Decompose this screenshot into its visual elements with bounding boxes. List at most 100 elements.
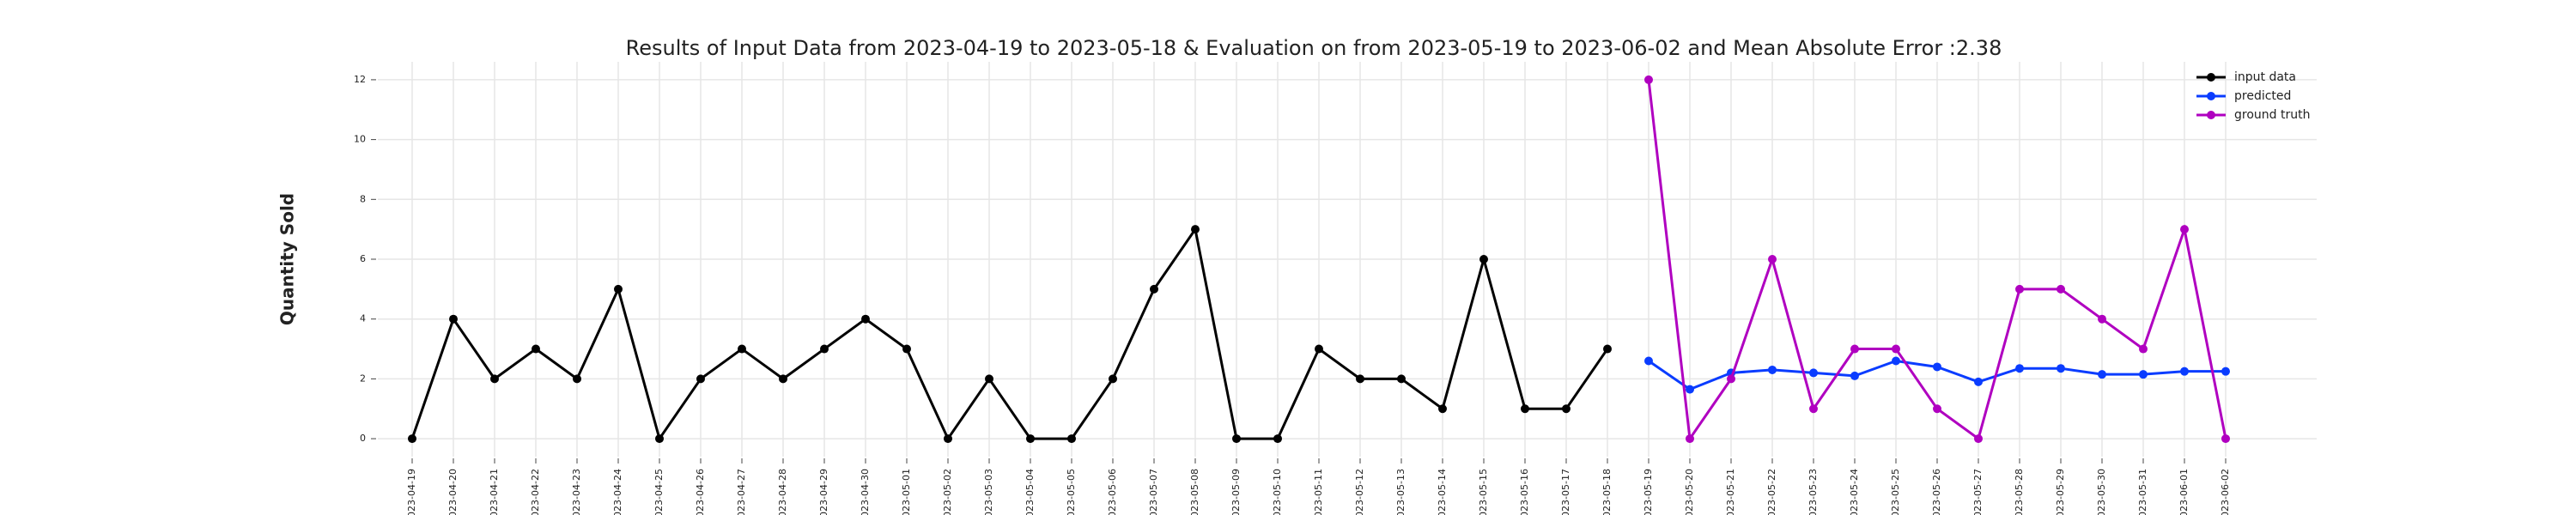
x-tick-label: 2023-05-19 [1643,469,1654,515]
x-tick-label: 2023-04-26 [695,469,706,515]
data-point [1644,75,1653,84]
x-tick-label: 2023-05-30 [2096,469,2107,515]
x-tick-label: 2023-05-15 [1478,469,1489,515]
data-point [1191,225,1200,234]
chart-title: Results of Input Data from 2023-04-19 to… [626,36,2002,60]
data-point [2180,225,2189,234]
series-line [410,226,1609,442]
x-tick-label: 2023-05-07 [1148,469,1159,515]
x-tick-label: 2023-05-22 [1766,469,1777,515]
data-point [1974,377,1983,386]
data-point [1397,374,1406,384]
y-tick-label: 12 [354,74,366,85]
x-tick-label: 2023-05-10 [1272,469,1283,515]
x-tick-label: 2023-06-02 [2220,469,2231,515]
x-tick-label: 2023-04-22 [530,469,541,515]
x-tick-label: 2023-05-03 [983,469,994,515]
y-tick-label: 4 [360,313,366,324]
x-tick-label: 2023-05-21 [1725,469,1736,515]
x-tick-label: 2023-05-16 [1519,469,1530,515]
data-point [614,284,623,294]
data-point [2015,284,2024,294]
y-tick-label: 6 [360,253,366,264]
data-point [1356,374,1364,384]
data-point [1892,344,1900,354]
data-point [2139,370,2148,379]
data-point [1768,255,1777,264]
x-tick-label: 2023-05-06 [1107,469,1118,515]
x-tick-label: 2023-05-25 [1890,469,1901,515]
x-tick-label: 2023-04-24 [612,469,623,515]
data-point [2015,364,2024,373]
data-point [1727,374,1735,384]
data-point [1768,365,1777,374]
x-tick-label: 2023-05-29 [2055,469,2066,515]
legend-label: predicted [2234,89,2291,103]
data-point [1067,434,1076,444]
data-point [1809,368,1818,378]
x-tick-label: 2023-05-11 [1313,469,1324,515]
x-tick-label: 2023-04-28 [777,469,788,515]
x-tick-label: 2023-05-01 [901,469,912,515]
x-tick-label: 2023-05-31 [2137,469,2148,515]
x-tick-label: 2023-04-25 [653,469,665,515]
data-point [449,314,458,324]
data-point [1273,434,1282,444]
data-point [2180,367,2189,376]
data-point [1315,344,1323,354]
data-point [1521,404,1529,414]
x-tick-label: 2023-04-30 [860,469,871,515]
x-tick-label: 2023-04-23 [571,469,582,515]
y-axis-label: Quantity Sold [277,193,298,325]
x-tick-label: 2023-05-28 [2014,469,2025,515]
data-point [1892,356,1900,366]
data-point [1603,344,1612,354]
x-tick-label: 2023-05-26 [1931,469,1942,515]
data-point [2057,364,2065,373]
data-point [738,344,746,354]
x-tick-label: 2023-04-20 [447,469,459,515]
legend-label: input data [2234,70,2296,84]
data-point [820,344,829,354]
data-point [1686,434,1694,444]
data-point [573,374,581,384]
data-point [1438,404,1447,414]
x-tick-label: 2023-05-17 [1560,469,1571,515]
x-tick-label: 2023-05-20 [1684,469,1695,515]
data-point [1933,404,1941,414]
data-point [1809,404,1818,414]
data-point [861,314,870,324]
x-tick-label: 2023-04-27 [736,469,747,515]
data-point [532,344,540,354]
x-tick-label: 2023-05-23 [1807,469,1819,515]
data-point [1644,356,1653,366]
data-point [1109,374,1117,384]
data-point [944,434,952,444]
data-point [2221,434,2230,444]
data-point [2098,314,2106,324]
data-point [902,344,911,354]
data-point [2098,370,2106,379]
x-tick-label: 2023-05-13 [1395,469,1406,515]
data-point [1026,434,1035,444]
data-point [985,374,993,384]
data-point [490,374,499,384]
x-tick-label: 2023-05-04 [1024,469,1036,515]
data-point [2057,284,2065,294]
data-point [779,374,787,384]
data-point [1479,255,1488,264]
legend-marker [2207,111,2215,119]
legend-marker [2207,92,2215,100]
x-tick-label: 2023-04-21 [489,469,500,515]
x-tick-label: 2023-05-18 [1601,469,1613,515]
x-tick-label: 2023-05-27 [1972,469,1984,515]
data-point [2139,344,2148,354]
data-point [2221,367,2230,376]
x-tick-label: 2023-06-01 [2178,469,2190,515]
x-tick-label: 2023-05-09 [1230,469,1242,515]
y-tick-label: 0 [360,433,366,444]
x-tick-label: 2023-05-14 [1437,469,1448,515]
x-tick-label: 2023-05-05 [1066,469,1077,515]
data-point [1562,404,1571,414]
